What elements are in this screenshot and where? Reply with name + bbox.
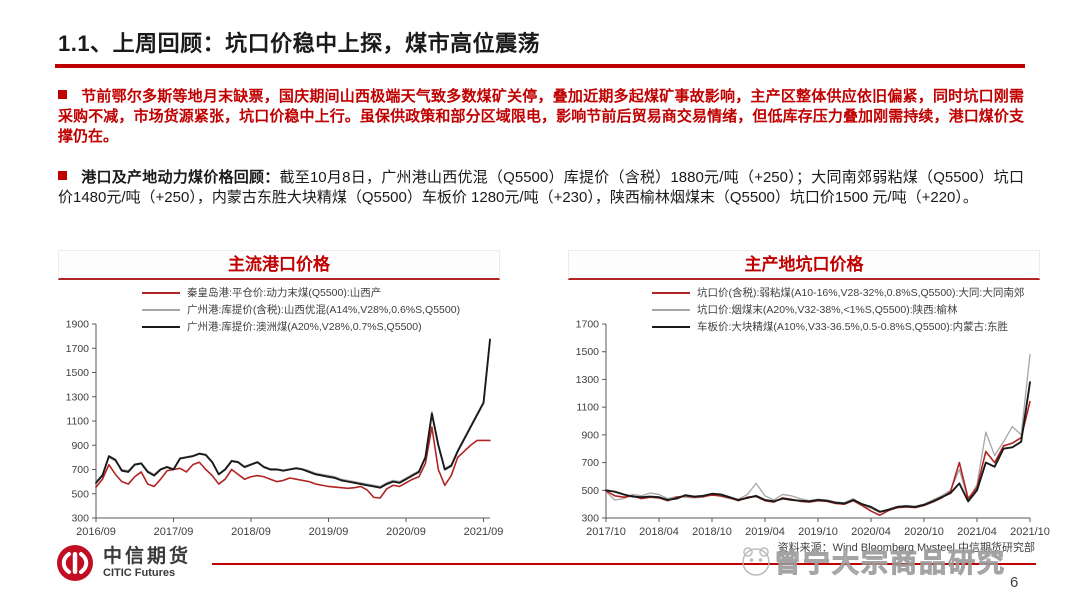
svg-text:2019/09: 2019/09 bbox=[309, 526, 349, 538]
svg-text:2017/09: 2017/09 bbox=[154, 526, 194, 538]
legend-item: 车板价:大块精煤(A10%,V33-36.5%,0.5-0.8%S,Q5500)… bbox=[652, 318, 1024, 335]
svg-text:2021/04: 2021/04 bbox=[957, 526, 997, 538]
legend-label: 广州港:库提价(含税):山西优混(A14%,V28%,0.6%S,Q5500) bbox=[187, 304, 461, 316]
logo-name-en: CITIC Futures bbox=[103, 566, 176, 579]
legend-label: 广州港:库提价:澳洲煤(A20%,V28%,0.7%S,Q5500) bbox=[187, 321, 422, 333]
svg-text:2018/10: 2018/10 bbox=[692, 526, 732, 538]
pithead-price-legend: 坑口价(含税):弱粘煤(A10-16%,V28-32%,0.8%S,Q5500)… bbox=[652, 284, 1024, 335]
svg-text:1700: 1700 bbox=[576, 319, 600, 331]
legend-line-swatch bbox=[652, 325, 690, 328]
svg-text:900: 900 bbox=[71, 440, 89, 452]
svg-text:1500: 1500 bbox=[66, 367, 90, 379]
watermark: 曾宁大宗商品研究 bbox=[738, 541, 1006, 580]
legend-item: 坑口价(含税):弱粘煤(A10-16%,V28-32%,0.8%S,Q5500)… bbox=[652, 284, 1024, 301]
citic-logo-icon bbox=[57, 545, 93, 581]
port-price-line-chart: 300 500 700 900 1100 1300 1500 1700 1900 2016/09 2… bbox=[66, 319, 504, 539]
footer-divider bbox=[212, 563, 1036, 565]
svg-text:2020/09: 2020/09 bbox=[386, 526, 426, 538]
citic-futures-logo: 中信期货 CITIC Futures bbox=[55, 543, 191, 583]
svg-text:1700: 1700 bbox=[66, 343, 90, 355]
legend-item: 广州港:库提价:澳洲煤(A20%,V28%,0.7%S,Q5500) bbox=[142, 318, 460, 335]
svg-text:2020/10: 2020/10 bbox=[904, 526, 944, 538]
svg-text:900: 900 bbox=[581, 429, 599, 441]
svg-text:1500: 1500 bbox=[576, 346, 600, 358]
pithead-price-line-chart: 300 500 700 900 1100 1300 1500 1700 2017/10 2018/… bbox=[576, 319, 1050, 539]
title-underline bbox=[55, 64, 1025, 68]
data-source-note: 资料来源：Wind Bloomberg Mysteel 中信期货研究部 bbox=[777, 542, 1035, 554]
svg-text:700: 700 bbox=[581, 457, 599, 469]
watermark-text: 曾宁大宗商品研究 bbox=[774, 548, 1006, 579]
price-review-text: 截至10月8日，广州港山西优混（Q5500）库提价（含税）1880元/吨（+25… bbox=[58, 169, 1024, 206]
port-price-legend: 秦皇岛港:平仓价:动力末煤(Q5500):山西产广州港:库提价(含税):山西优混… bbox=[142, 284, 460, 335]
svg-text:2019/04: 2019/04 bbox=[745, 526, 785, 538]
legend-label: 坑口价(含税):弱粘煤(A10-16%,V28-32%,0.8%S,Q5500)… bbox=[697, 287, 1025, 299]
svg-text:500: 500 bbox=[71, 488, 89, 500]
svg-text:2021/10: 2021/10 bbox=[1010, 526, 1050, 538]
pithead-price-chart: 坑口价(含税):弱粘煤(A10-16%,V28-32%,0.8%S,Q5500)… bbox=[568, 282, 1050, 546]
svg-text:2018/09: 2018/09 bbox=[231, 526, 271, 538]
svg-text:1100: 1100 bbox=[576, 402, 599, 414]
port-price-panel: 主流港口价格 秦皇岛港:平仓价:动力末煤(Q5500):山西产广州港:库提价(含… bbox=[58, 250, 504, 546]
svg-text:2018/04: 2018/04 bbox=[639, 526, 679, 538]
pithead-price-panel-title-bar: 主产地坑口价格 bbox=[568, 250, 1040, 280]
legend-item: 秦皇岛港:平仓价:动力末煤(Q5500):山西产 bbox=[142, 284, 460, 301]
legend-line-swatch bbox=[652, 308, 690, 311]
legend-line-swatch bbox=[142, 325, 180, 328]
legend-line-swatch bbox=[142, 308, 180, 311]
summary-paragraph: 节前鄂尔多斯等地月末缺票，国庆期间山西极端天气致多数煤矿关停，叠加近期多起煤矿事… bbox=[58, 87, 1024, 147]
svg-text:500: 500 bbox=[581, 485, 599, 497]
legend-label: 坑口价:烟煤末(A20%,V32-38%,<1%S,Q5500):陕西:榆林 bbox=[697, 304, 958, 316]
svg-text:1900: 1900 bbox=[66, 319, 90, 331]
summary-text: 节前鄂尔多斯等地月末缺票，国庆期间山西极端天气致多数煤矿关停，叠加近期多起煤矿事… bbox=[58, 88, 1024, 145]
svg-text:2020/04: 2020/04 bbox=[851, 526, 891, 538]
svg-text:1300: 1300 bbox=[66, 391, 90, 403]
legend-label: 秦皇岛港:平仓价:动力末煤(Q5500):山西产 bbox=[187, 287, 382, 299]
svg-text:1300: 1300 bbox=[576, 374, 600, 386]
page-number: 6 bbox=[1010, 574, 1019, 591]
legend-item: 广州港:库提价(含税):山西优混(A14%,V28%,0.6%S,Q5500) bbox=[142, 301, 460, 318]
logo-name-cn: 中信期货 bbox=[103, 545, 192, 567]
legend-line-swatch bbox=[142, 291, 180, 294]
page-title: 1.1、上周回顾：坑口价稳中上探，煤市高位震荡 bbox=[58, 31, 541, 56]
svg-text:1100: 1100 bbox=[66, 416, 89, 428]
price-review-lead: 港口及产地动力煤价格回顾： bbox=[81, 169, 280, 186]
svg-text:300: 300 bbox=[581, 513, 599, 525]
port-price-panel-title-bar: 主流港口价格 bbox=[58, 250, 500, 280]
port-price-chart: 秦皇岛港:平仓价:动力末煤(Q5500):山西产广州港:库提价(含税):山西优混… bbox=[58, 282, 504, 546]
svg-text:2017/10: 2017/10 bbox=[586, 526, 626, 538]
price-review-paragraph: 港口及产地动力煤价格回顾：截至10月8日，广州港山西优混（Q5500）库提价（含… bbox=[58, 168, 1024, 208]
pithead-price-chart-title: 主产地坑口价格 bbox=[744, 255, 864, 274]
legend-label: 车板价:大块精煤(A10%,V33-36.5%,0.5-0.8%S,Q5500)… bbox=[697, 321, 1009, 333]
port-price-chart-title: 主流港口价格 bbox=[228, 255, 330, 274]
svg-text:700: 700 bbox=[71, 464, 89, 476]
logo-text: 中信期货 CITIC Futures bbox=[103, 545, 192, 580]
svg-text:2016/09: 2016/09 bbox=[76, 526, 116, 538]
svg-text:2019/10: 2019/10 bbox=[798, 526, 838, 538]
svg-text:2021/09: 2021/09 bbox=[464, 526, 504, 538]
legend-line-swatch bbox=[652, 291, 690, 294]
watermark-mascot-icon bbox=[742, 546, 770, 576]
svg-text:300: 300 bbox=[71, 513, 89, 525]
bullet-square-icon bbox=[58, 90, 67, 99]
bullet-square-icon bbox=[58, 171, 67, 180]
legend-item: 坑口价:烟煤末(A20%,V32-38%,<1%S,Q5500):陕西:榆林 bbox=[652, 301, 1024, 318]
pithead-price-panel: 主产地坑口价格 坑口价(含税):弱粘煤(A10-16%,V28-32%,0.8%… bbox=[568, 250, 1050, 546]
